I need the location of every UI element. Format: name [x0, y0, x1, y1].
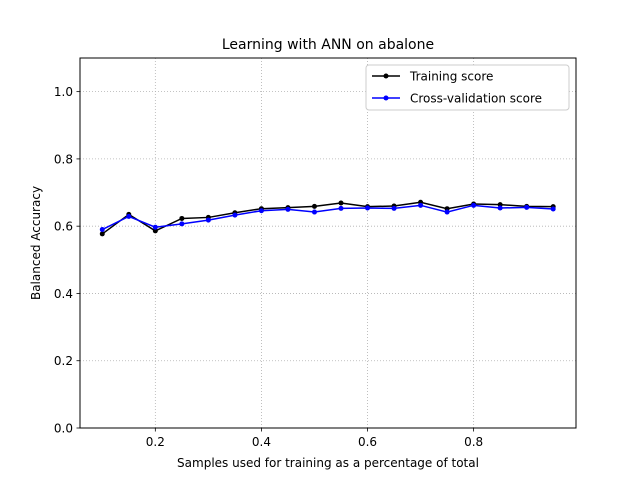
data-point-cross-validation-score	[126, 213, 132, 219]
axes-frame	[79, 57, 577, 429]
data-point-cross-validation-score	[550, 206, 556, 212]
legend: Training score Cross-validation score	[365, 64, 570, 111]
data-point-training-score	[152, 228, 158, 234]
y-tick-label: 0.0	[54, 422, 73, 436]
ticks: 0.2 0.4 0.6 0.8 0.0 0.2 0.4 0.6 0.8 1.0	[54, 85, 483, 449]
y-tick-label: 0.8	[54, 152, 73, 166]
data-point-cross-validation-score	[232, 212, 238, 218]
data-point-cross-validation-score	[365, 205, 371, 211]
legend-marker-training	[383, 73, 389, 79]
data-point-cross-validation-score	[524, 204, 530, 210]
x-tick-label: 0.2	[146, 435, 165, 449]
y-tick-label: 0.6	[54, 220, 73, 234]
data-point-cross-validation-score	[99, 227, 105, 233]
y-tick-label: 0.4	[54, 287, 73, 301]
legend-label-cross-validation: Cross-validation score	[410, 92, 542, 106]
chart-title: Learning with ANN on abalone	[222, 37, 434, 53]
y-tick-label: 0.2	[54, 354, 73, 368]
data-point-cross-validation-score	[258, 208, 264, 214]
data-point-cross-validation-score	[391, 205, 397, 211]
y-tick-label: 1.0	[54, 85, 73, 99]
data-point-cross-validation-score	[418, 202, 424, 208]
legend-marker-cross-validation	[383, 95, 389, 101]
series-line-training-score	[101, 201, 554, 235]
x-axis-label: Samples used for training as a percentag…	[177, 456, 479, 470]
data-point-cross-validation-score	[471, 202, 477, 208]
y-axis-label: Balanced Accuracy	[29, 186, 43, 300]
data-point-cross-validation-score	[179, 221, 185, 227]
data-point-cross-validation-score	[311, 209, 317, 215]
data-point-cross-validation-score	[497, 205, 503, 211]
data-point-cross-validation-score	[152, 224, 158, 230]
series-line-cross-validation-score	[101, 204, 554, 231]
legend-label-training: Training score	[409, 70, 493, 84]
x-tick-label: 0.4	[252, 435, 271, 449]
data-point-training-score	[338, 200, 344, 206]
legend-box	[365, 64, 570, 111]
data-point-training-score	[179, 215, 185, 221]
data-point-training-score	[99, 231, 105, 237]
data-point-training-score	[311, 203, 317, 209]
data-point-cross-validation-score	[444, 209, 450, 215]
data-point-cross-validation-score	[205, 217, 211, 223]
x-tick-label: 0.6	[358, 435, 377, 449]
series-layer	[99, 199, 556, 237]
x-tick-label: 0.8	[464, 435, 483, 449]
data-point-cross-validation-score	[285, 206, 291, 212]
data-point-cross-validation-score	[338, 205, 344, 211]
